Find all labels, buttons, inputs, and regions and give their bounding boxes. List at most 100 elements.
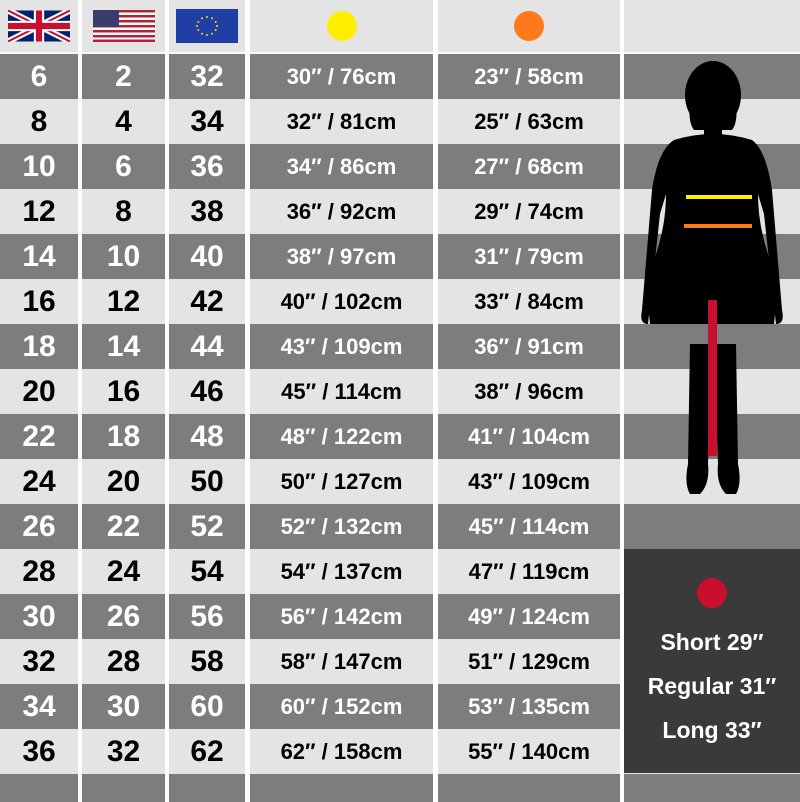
us-column: 2 4 6 8 10 12 14 16 18 20 22 24 26 28 30 32: [82, 0, 165, 802]
waist-size-cell: 54″ / 137cm: [250, 549, 433, 594]
us-size-cell: 14: [82, 324, 165, 369]
us-size-cell: 26: [82, 594, 165, 639]
red-dot-icon: [697, 578, 727, 608]
waist-size-cell: 40″ / 102cm: [250, 279, 433, 324]
waist-column: 30″ / 76cm 32″ / 81cm 34″ / 86cm 36″ / 92cm…: [250, 0, 433, 802]
waist-size-cell: 52″ / 132cm: [250, 504, 433, 549]
hip-size-cell: 25″ / 63cm: [438, 99, 620, 144]
uk-column: 6 8 10 12 14 16 18 20 22 24 26 28 30 32 34 36: [0, 0, 78, 802]
hip-size-cell: 38″ / 96cm: [438, 369, 620, 414]
waist-size-cell: 36″ / 92cm: [250, 189, 433, 234]
eu-size-cell: 54: [169, 549, 245, 594]
waist-line: [686, 195, 752, 199]
uk-size-cell: 22: [0, 414, 78, 459]
hip-size-cell: 31″ / 79cm: [438, 234, 620, 279]
uk-size-cell: 32: [0, 639, 78, 684]
waist-size-cell: 38″ / 97cm: [250, 234, 433, 279]
uk-size-cell: 8: [0, 99, 78, 144]
uk-size-cell: 16: [0, 279, 78, 324]
waist-size-cell: 60″ / 152cm: [250, 684, 433, 729]
footer-row: [169, 774, 245, 802]
us-flag-icon: [92, 10, 155, 42]
uk-size-cell: 6: [0, 54, 78, 99]
inseam-short: Short 29″: [660, 629, 764, 655]
uk-size-cell: 36: [0, 729, 78, 774]
hip-size-cell: 41″ / 104cm: [438, 414, 620, 459]
eu-size-cell: 46: [169, 369, 245, 414]
inseam-line: [708, 300, 717, 456]
waist-size-cell: 50″ / 127cm: [250, 459, 433, 504]
us-size-cell: 2: [82, 54, 165, 99]
hip-header: [438, 0, 620, 52]
waist-size-cell: 58″ / 147cm: [250, 639, 433, 684]
uk-flag-icon: [8, 10, 70, 42]
us-size-cell: 28: [82, 639, 165, 684]
us-size-cell: 6: [82, 144, 165, 189]
hip-size-cell: 45″ / 114cm: [438, 504, 620, 549]
eu-size-cell: 40: [169, 234, 245, 279]
uk-size-cell: 30: [0, 594, 78, 639]
us-size-cell: 16: [82, 369, 165, 414]
waist-header: [250, 0, 433, 52]
eu-size-cell: 50: [169, 459, 245, 504]
waist-size-cell: 43″ / 109cm: [250, 324, 433, 369]
uk-header: [0, 0, 78, 52]
eu-size-cell: 62: [169, 729, 245, 774]
footer-row: [82, 774, 165, 802]
inseam-regular: Regular 31″: [647, 673, 777, 699]
orange-dot-icon: [514, 11, 544, 41]
eu-size-cell: 52: [169, 504, 245, 549]
eu-size-cell: 60: [169, 684, 245, 729]
us-size-cell: 18: [82, 414, 165, 459]
eu-size-cell: 56: [169, 594, 245, 639]
eu-header: [169, 0, 245, 52]
footer-row: [438, 774, 620, 802]
hip-line: [684, 224, 752, 228]
footer-row: [0, 774, 78, 802]
us-size-cell: 24: [82, 549, 165, 594]
eu-size-cell: 38: [169, 189, 245, 234]
uk-size-cell: 14: [0, 234, 78, 279]
uk-size-cell: 18: [0, 324, 78, 369]
eu-flag-icon: [176, 9, 238, 43]
us-size-cell: 20: [82, 459, 165, 504]
us-size-cell: 10: [82, 234, 165, 279]
eu-size-cell: 32: [169, 54, 245, 99]
uk-size-cell: 26: [0, 504, 78, 549]
body-silhouette-icon: [641, 61, 783, 494]
us-size-cell: 8: [82, 189, 165, 234]
eu-size-cell: 36: [169, 144, 245, 189]
us-size-cell: 12: [82, 279, 165, 324]
yellow-dot-icon: [326, 11, 357, 41]
figure-header: [624, 0, 800, 52]
us-header: [82, 0, 165, 52]
eu-size-cell: 48: [169, 414, 245, 459]
hip-size-cell: 43″ / 109cm: [438, 459, 620, 504]
hip-size-cell: 49″ / 124cm: [438, 594, 620, 639]
hip-size-cell: 47″ / 119cm: [438, 549, 620, 594]
waist-size-cell: 30″ / 76cm: [250, 54, 433, 99]
us-size-cell: 30: [82, 684, 165, 729]
hip-size-cell: 33″ / 84cm: [438, 279, 620, 324]
waist-size-cell: 62″ / 158cm: [250, 729, 433, 774]
figure-bg-row: [624, 459, 800, 504]
footer-row: [624, 774, 800, 802]
eu-size-cell: 44: [169, 324, 245, 369]
uk-size-cell: 20: [0, 369, 78, 414]
uk-size-cell: 24: [0, 459, 78, 504]
waist-size-cell: 56″ / 142cm: [250, 594, 433, 639]
waist-size-cell: 34″ / 86cm: [250, 144, 433, 189]
inseam-legend: Short 29″ Regular 31″ Long 33″: [624, 549, 800, 773]
hip-size-cell: 27″ / 68cm: [438, 144, 620, 189]
waist-size-cell: 32″ / 81cm: [250, 99, 433, 144]
figure-bg-row: [624, 504, 800, 549]
uk-size-cell: 12: [0, 189, 78, 234]
hip-size-cell: 55″ / 140cm: [438, 729, 620, 774]
us-size-cell: 32: [82, 729, 165, 774]
us-size-cell: 4: [82, 99, 165, 144]
waist-size-cell: 48″ / 122cm: [250, 414, 433, 459]
footer-row: [250, 774, 433, 802]
waist-size-cell: 45″ / 114cm: [250, 369, 433, 414]
hip-size-cell: 51″ / 129cm: [438, 639, 620, 684]
hip-size-cell: 29″ / 74cm: [438, 189, 620, 234]
